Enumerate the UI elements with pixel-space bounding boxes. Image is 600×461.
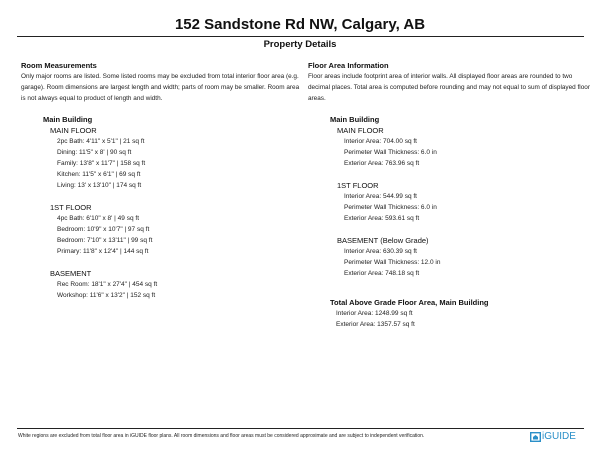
spacer [330,169,593,180]
spacer [43,191,301,202]
list-item: Interior Area: 544.99 sq ft [344,193,417,200]
total-item: Interior Area: 1248.99 sq ft [336,310,413,317]
list-item: Kitchen: 11'5" x 6'1" | 69 sq ft [57,171,141,178]
divider [17,428,584,429]
section-heading: Room Measurements [21,61,97,70]
spacer [330,224,593,235]
floor-heading: 1ST FLOOR [337,181,379,190]
list-item: Workshop: 11'6" x 13'2" | 152 sq ft [57,292,156,299]
logo-text: iGUIDE [542,431,576,442]
list-item: Dining: 11'5" x 8' | 90 sq ft [57,149,132,156]
total-heading: Total Above Grade Floor Area, Main Build… [330,298,489,307]
floor-heading: MAIN FLOOR [50,126,97,135]
room-measurements-section: Room Measurements Only major rooms are l… [21,60,301,301]
floor-heading: 1ST FLOOR [50,203,92,212]
iguide-logo: iGUIDE [530,431,576,442]
total-item: Exterior Area: 1357.57 sq ft [336,321,415,328]
list-item: Perimeter Wall Thickness: 6.0 in [344,149,437,156]
list-item: Living: 13' x 13'10" | 174 sq ft [57,182,142,189]
section-heading: Floor Area Information [308,61,389,70]
floor-heading: MAIN FLOOR [337,126,384,135]
spacer [43,257,301,268]
list-item: Family: 13'8" x 11'7" | 158 sq ft [57,160,146,167]
floor-heading: BASEMENT (Below Grade) [337,236,429,245]
page-title: 152 Sandstone Rd NW, Calgary, AB [174,16,426,33]
list-item: Exterior Area: 748.18 sq ft [344,270,420,277]
floor-list: MAIN FLOOR Interior Area: 704.00 sq ft Per… [330,125,593,279]
list-item: Bedroom: 10'9" x 10'7" | 97 sq ft [57,226,150,233]
footer-disclaimer: White regions are excluded from total fl… [18,433,425,439]
building-heading: Main Building [330,115,380,124]
list-item: Perimeter Wall Thickness: 6.0 in [344,204,437,211]
list-item: Exterior Area: 593.61 sq ft [344,215,420,222]
list-item: Bedroom: 7'10" x 13'11" | 99 sq ft [57,237,153,244]
list-item: 2pc Bath: 4'11" x 5'1" | 21 sq ft [57,138,145,145]
section-note: Only major rooms are listed. Some listed… [21,73,300,102]
list-item: Interior Area: 704.00 sq ft [344,138,417,145]
floor-area-section: Floor Area Information Floor areas inclu… [308,60,593,330]
floor-list: MAIN FLOOR 2pc Bath: 4'11" x 5'1" | 21 sq… [43,125,301,301]
floor-heading: BASEMENT [50,269,92,278]
section-note: Floor areas include footprint area of in… [308,73,590,102]
building-heading: Main Building [43,115,93,124]
list-item: Exterior Area: 763.96 sq ft [344,160,420,167]
list-item: Rec Room: 18'1" x 27'4" | 454 sq ft [57,281,158,288]
list-item: 4pc Bath: 6'10" x 8' | 49 sq ft [57,215,139,222]
list-item: Primary: 11'8" x 12'4" | 144 sq ft [57,248,149,255]
list-item: Interior Area: 630.39 sq ft [344,248,417,255]
list-item: Perimeter Wall Thickness: 12.0 in [344,259,441,266]
page-subtitle: Property Details [263,39,337,50]
iguide-logo-icon [530,431,541,442]
divider [17,36,584,37]
